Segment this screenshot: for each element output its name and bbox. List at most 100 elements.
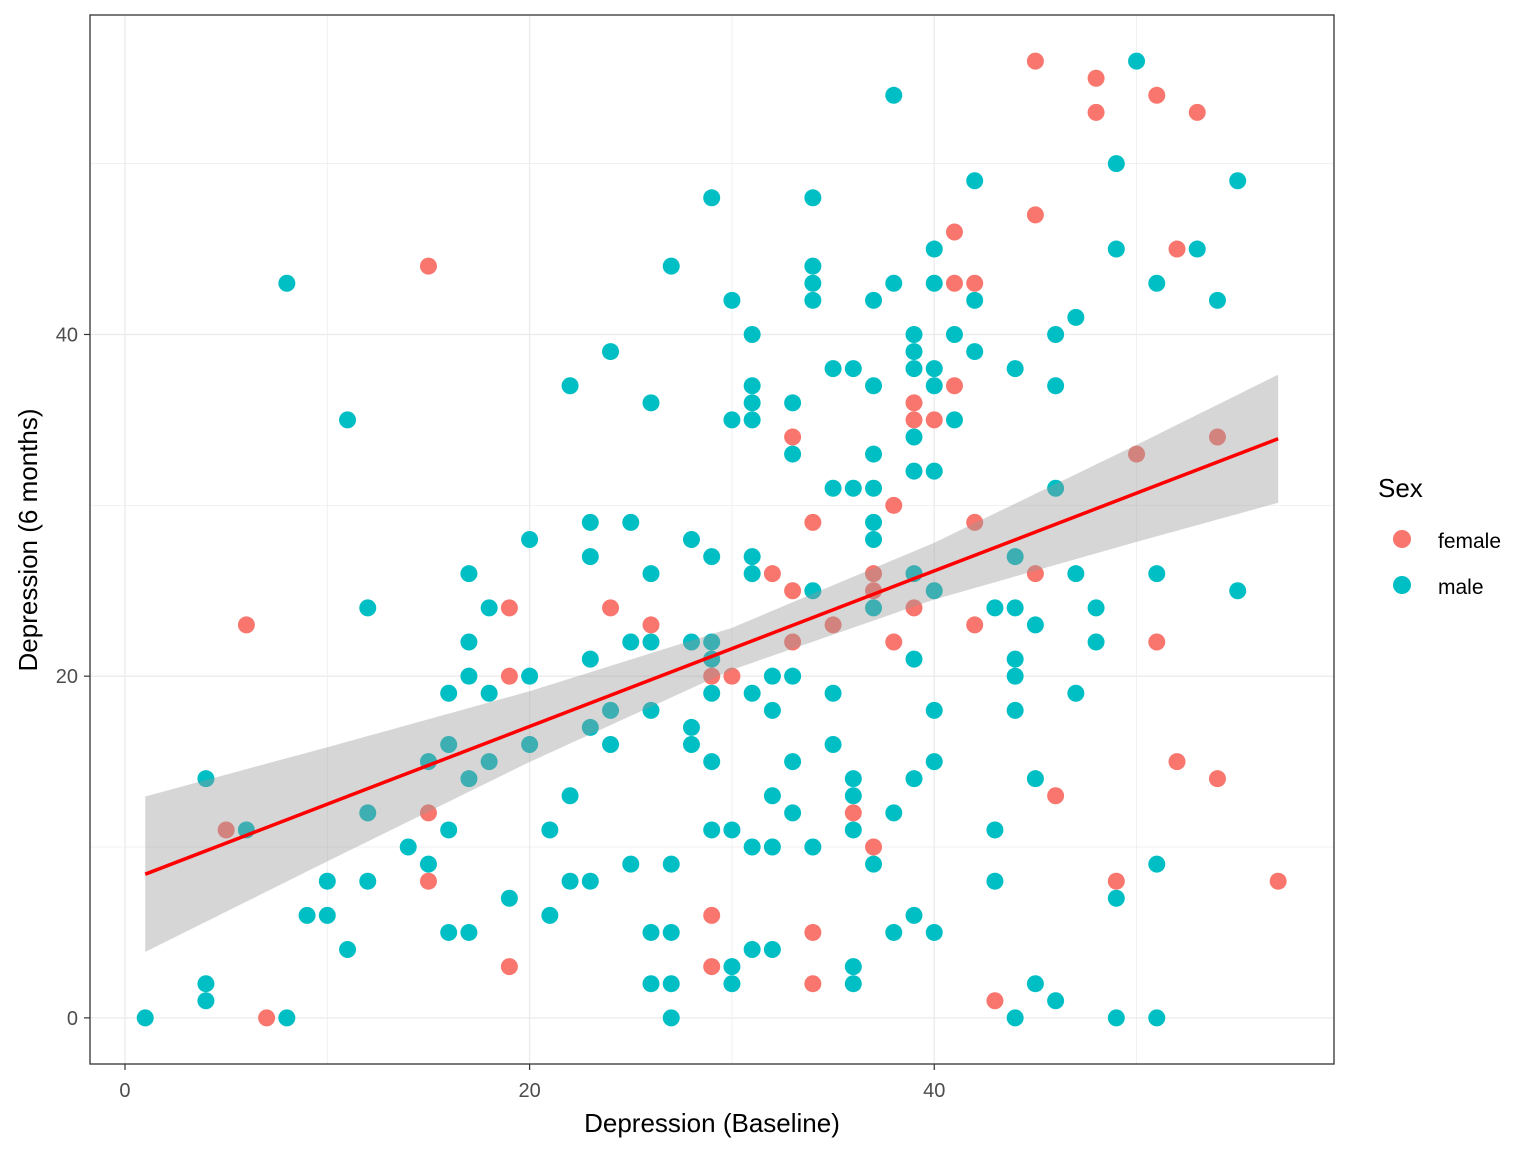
point-male <box>743 548 761 566</box>
point-male <box>1047 992 1065 1010</box>
point-male <box>784 753 802 771</box>
point-male <box>945 325 963 343</box>
x-axis-ticks: 0 20 40 <box>119 1064 945 1102</box>
point-male <box>480 753 498 771</box>
point-male <box>278 1009 296 1027</box>
point-female <box>1087 103 1105 121</box>
point-male <box>1067 565 1085 583</box>
point-female <box>784 428 802 446</box>
point-female <box>1107 872 1125 890</box>
point-female <box>1188 103 1206 121</box>
point-male <box>460 565 478 583</box>
point-female <box>500 958 518 976</box>
legend: Sex female male <box>1378 473 1501 599</box>
point-male <box>1067 684 1085 702</box>
y-axis-label: Depression (6 months) <box>13 409 43 672</box>
point-male <box>925 377 943 395</box>
point-female <box>419 257 437 275</box>
point-female <box>865 565 883 583</box>
point-male <box>359 804 377 822</box>
point-male <box>642 701 660 719</box>
point-male <box>1047 325 1065 343</box>
point-male <box>541 821 559 839</box>
point-male <box>723 821 741 839</box>
point-male <box>440 821 458 839</box>
point-male <box>723 291 741 309</box>
point-male <box>986 872 1004 890</box>
point-female <box>966 513 984 531</box>
point-female <box>986 992 1004 1010</box>
legend-label-female: female <box>1438 530 1501 553</box>
point-male <box>318 872 336 890</box>
point-male <box>925 582 943 600</box>
point-male <box>966 172 984 190</box>
point-male <box>1006 650 1024 668</box>
point-male <box>561 872 579 890</box>
point-male <box>440 684 458 702</box>
point-male <box>521 531 539 548</box>
point-male <box>844 787 862 805</box>
point-male <box>925 701 943 719</box>
point-female <box>703 958 721 976</box>
point-male <box>682 633 700 651</box>
point-male <box>197 770 215 788</box>
point-male <box>339 411 357 429</box>
point-male <box>682 531 700 548</box>
point-male <box>419 855 437 873</box>
point-male <box>521 736 539 754</box>
point-male <box>703 753 721 771</box>
point-male <box>905 770 923 788</box>
point-male <box>1006 667 1024 685</box>
point-male <box>885 274 903 292</box>
point-male <box>703 633 721 651</box>
point-male <box>925 360 943 378</box>
point-male <box>844 479 862 497</box>
point-male <box>460 770 478 788</box>
point-male <box>925 274 943 292</box>
point-male <box>662 855 680 873</box>
point-female <box>784 582 802 600</box>
point-male <box>804 582 822 600</box>
point-male <box>743 941 761 959</box>
point-female <box>945 223 963 241</box>
point-male <box>1208 291 1226 309</box>
point-male <box>602 343 620 361</box>
point-female <box>885 496 903 514</box>
point-male <box>824 736 842 754</box>
point-female <box>1148 633 1166 651</box>
point-female <box>1168 753 1186 771</box>
point-female <box>500 667 518 685</box>
point-male <box>197 975 215 993</box>
point-male <box>1026 975 1044 993</box>
y-tick-label: 0 <box>67 1008 78 1030</box>
point-male <box>622 633 640 651</box>
point-male <box>723 975 741 993</box>
point-male <box>865 291 883 309</box>
point-female <box>1128 445 1146 463</box>
point-female <box>804 513 822 531</box>
point-male <box>1229 582 1247 600</box>
point-male <box>824 360 842 378</box>
point-male <box>541 906 559 924</box>
point-male <box>1006 1009 1024 1027</box>
point-male <box>1006 360 1024 378</box>
point-male <box>1087 633 1105 651</box>
point-male <box>1067 308 1085 326</box>
plot-panel-border <box>89 14 1335 1065</box>
point-female <box>966 616 984 634</box>
point-female <box>885 633 903 651</box>
point-male <box>581 548 599 566</box>
point-male <box>743 838 761 856</box>
plot-panel-background <box>90 15 1334 1064</box>
point-female <box>258 1009 276 1027</box>
legend-key-male <box>1393 576 1411 594</box>
point-male <box>743 394 761 412</box>
point-male <box>1006 599 1024 617</box>
point-male <box>662 257 680 275</box>
point-female <box>419 872 437 890</box>
point-male <box>905 360 923 378</box>
point-male <box>743 377 761 395</box>
point-female <box>500 599 518 617</box>
point-male <box>885 804 903 822</box>
